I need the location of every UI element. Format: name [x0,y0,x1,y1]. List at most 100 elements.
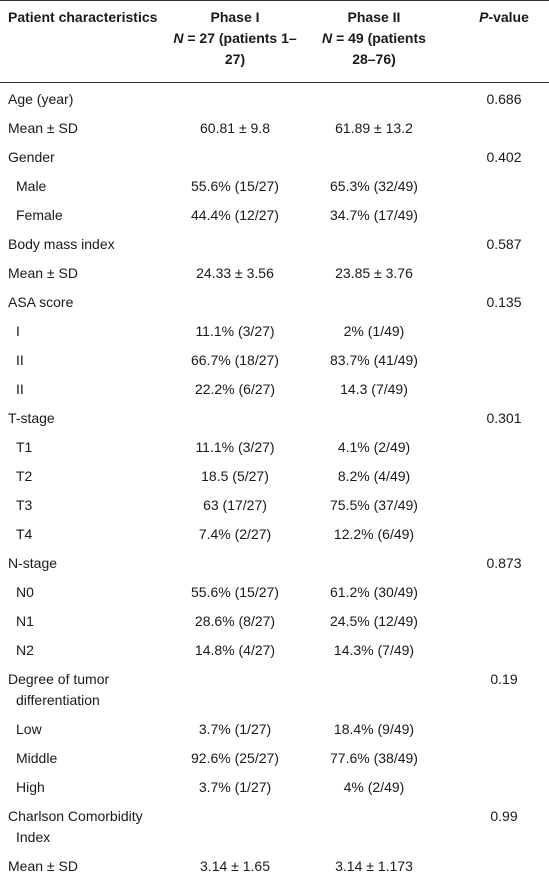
table-cell [165,549,305,578]
table-row: Gender 0.402 [0,143,549,172]
phase1-cell: 18.5 (5/27) [201,468,269,484]
table-cell: Female [0,201,165,230]
table-cell: 65.3% (32/49) [305,172,443,201]
table-cell [165,404,305,433]
table-cell: 0.686 [443,83,549,115]
row-label: Charlson Comorbidity Index [8,808,143,845]
table-cell: N-stage [0,549,165,578]
table-cell: 0.19 [443,665,549,715]
table-cell [305,802,443,852]
phase2-cell: 34.7% (17/49) [330,207,418,223]
phase2-cell: 4.1% (2/49) [338,439,410,455]
table-row: Charlson Comorbidity Index 0.99 [0,802,549,852]
table-cell: Male [0,172,165,201]
table-cell: Low [0,715,165,744]
header-cell: P-value [443,1,549,83]
table-cell [443,852,549,881]
table-cell [165,230,305,259]
phase2-cell: 18.4% (9/49) [334,721,414,737]
p-value-cell: 0.19 [490,671,517,687]
header-text: = 49 (patients 28–76) [336,30,426,67]
table-cell: 8.2% (4/49) [305,462,443,491]
table-cell: 24.5% (12/49) [305,607,443,636]
table-cell [443,607,549,636]
table-cell: N2 [0,636,165,665]
table-cell: 83.7% (41/49) [305,346,443,375]
table-cell: Mean ± SD [0,852,165,881]
table-cell: 0.135 [443,288,549,317]
table-cell: T4 [0,520,165,549]
table-cell [165,83,305,115]
row-label: T2 [16,468,32,484]
row-label: II [16,352,24,368]
phase2-cell: 2% (1/49) [344,323,405,339]
table-cell [305,230,443,259]
table-cell: 60.81 ± 9.8 [165,114,305,143]
table-cell: 22.2% (6/27) [165,375,305,404]
table-cell: Charlson Comorbidity Index [0,802,165,852]
table-cell [443,520,549,549]
phase1-cell: 11.1% (3/27) [195,323,274,339]
table-cell: 77.6% (38/49) [305,744,443,773]
table-cell [443,172,549,201]
header-text: Patient characteristics [8,9,157,25]
row-label: Age (year) [8,91,73,107]
table-cell: 0.873 [443,549,549,578]
table-cell: 28.6% (8/27) [165,607,305,636]
phase2-cell: 61.2% (30/49) [330,584,418,600]
phase1-cell: 3.7% (1/27) [199,779,271,795]
phase1-cell: 14.8% (4/27) [195,642,275,658]
table-cell [443,259,549,288]
table-cell: N1 [0,607,165,636]
table-cell: 0.99 [443,802,549,852]
p-value-cell: 0.873 [486,555,521,571]
phase2-cell: 3.14 ± 1.173 [335,858,413,874]
phase1-cell: 92.6% (25/27) [191,750,279,766]
phase2-cell: 8.2% (4/49) [338,468,410,484]
table-row: Age (year) 0.686 [0,83,549,115]
phase1-cell: 60.81 ± 9.8 [200,120,270,136]
table-cell: ASA score [0,288,165,317]
table-cell: 0.587 [443,230,549,259]
row-label: T4 [16,526,32,542]
header-var: N [173,30,183,46]
table-cell [165,802,305,852]
table-cell: T1 [0,433,165,462]
table-cell [305,288,443,317]
table-cell: II [0,375,165,404]
table-cell: 23.85 ± 3.76 [305,259,443,288]
row-label: Male [16,178,46,194]
header-text: = 27 (patients 1–27) [187,30,296,67]
table-cell: Degree of tumor differentiation [0,665,165,715]
table-row: ASA score 0.135 [0,288,549,317]
p-value-cell: 0.686 [486,91,521,107]
table-cell: I [0,317,165,346]
table-cell: T3 [0,491,165,520]
phase2-cell: 4% (2/49) [344,779,405,795]
row-label: ASA score [8,294,73,310]
table-cell: 14.3 (7/49) [305,375,443,404]
table-cell: Gender [0,143,165,172]
table-cell: 4% (2/49) [305,773,443,802]
phase2-cell: 12.2% (6/49) [334,526,414,542]
table-cell: 4.1% (2/49) [305,433,443,462]
table-cell: 3.14 ± 1.173 [305,852,443,881]
row-label: N1 [16,613,34,629]
table-cell: 14.8% (4/27) [165,636,305,665]
row-label: Mean ± SD [8,120,78,136]
row-label: Degree of tumor differentiation [8,671,109,708]
phase2-cell: 77.6% (38/49) [330,750,418,766]
table-cell: 0.402 [443,143,549,172]
table-cell [305,404,443,433]
table-cell: 34.7% (17/49) [305,201,443,230]
row-label: Gender [8,149,55,165]
header-var: N [322,30,332,46]
